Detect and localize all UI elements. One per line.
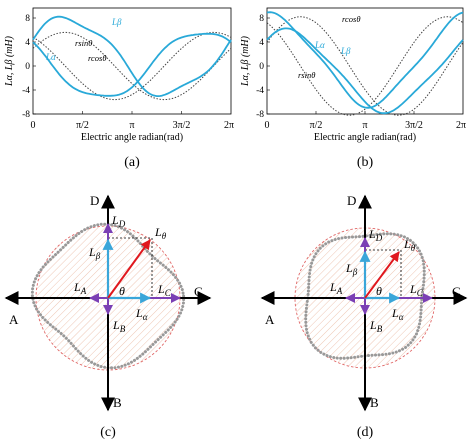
panel-b-xtick: 2π xyxy=(456,120,466,131)
panel-a-xtick: 3π/2 xyxy=(173,120,191,131)
panel-a-label-rsin: rsinθ xyxy=(75,38,92,48)
panel-b-ticks xyxy=(267,17,415,115)
panel-b-frame xyxy=(266,7,464,115)
panel-a-label-rcos: rcosθ xyxy=(88,53,107,63)
panel-d-label-lalpha: Lα xyxy=(391,306,404,322)
panel-c-label-lc: LC xyxy=(157,282,172,298)
panel-a-ytick: -8 xyxy=(22,110,30,120)
panel-b-ytick: 0 xyxy=(259,62,264,72)
panel-a-xtick: π xyxy=(129,120,134,131)
panel-b-xtick: π/2 xyxy=(310,120,323,131)
panel-a-ylabel: Lα, Lβ (mH) xyxy=(4,35,15,87)
panel-c-axis-b: B xyxy=(113,395,122,410)
panel-a-xtick: 0 xyxy=(31,120,36,131)
panel-d-axis-a: A xyxy=(265,312,275,327)
panel-b-caption: (b) xyxy=(357,155,374,170)
panel-a-label-lalpha: Lα xyxy=(45,52,56,62)
panel-c-axis-c: C xyxy=(194,284,203,299)
panel-a-rcos-curve xyxy=(32,31,232,101)
panel-c-label-lalpha: Lα xyxy=(135,306,148,322)
panel-a-caption: (a) xyxy=(124,155,140,170)
panel-b-xtick: π xyxy=(362,120,367,131)
panel-c-label-theta: θ xyxy=(119,284,125,298)
panel-c-diagram: A C D B LD Lβ Lθ LA θ LC LB Lα (c) xyxy=(4,193,212,440)
panel-b-ytick: 8 xyxy=(259,14,264,24)
panel-b-plot: 8 4 0 -4 -8 0 π/2 π 3π/2 2π Electric ang… xyxy=(240,7,466,170)
panel-c-caption: (c) xyxy=(100,425,116,440)
panel-d-label-ld: LD xyxy=(368,227,383,243)
panel-b-rsin-curve xyxy=(266,16,464,116)
panel-c-axis-a: A xyxy=(9,312,19,327)
panel-b-lalpha-curve xyxy=(266,11,464,109)
panel-b-label-lbeta: Lβ xyxy=(340,46,351,56)
panel-a-frame xyxy=(32,7,232,115)
panel-a-rsin-curve xyxy=(32,31,232,101)
panel-b-ylabel: Lα, Lβ (mH) xyxy=(240,35,251,87)
panel-b-xlabel: Electric angle radian(rad) xyxy=(314,132,416,143)
panel-c-label-la: LA xyxy=(73,280,87,296)
panel-c-label-lbeta: Lβ xyxy=(88,245,101,261)
panel-a-ticks xyxy=(33,17,182,115)
panel-b-rcos-curve xyxy=(266,16,464,116)
panel-b-label-lalpha: Lα xyxy=(314,40,325,50)
panel-b-xtick: 0 xyxy=(265,120,270,131)
panel-d-axis-c: C xyxy=(452,284,461,299)
panel-c-axis-d: D xyxy=(90,193,99,208)
panel-d-label-theta: θ xyxy=(376,284,382,298)
panel-b-lbeta-curve xyxy=(266,27,464,115)
panel-a-xlabel: Electric angle radian(rad) xyxy=(81,132,183,143)
panel-d-label-lc: LC xyxy=(409,282,424,298)
panel-d-vec-ltheta xyxy=(364,251,400,299)
panel-c-label-lb: LB xyxy=(112,318,126,334)
panel-d-label-la: LA xyxy=(329,280,343,296)
panel-d-label-ltheta: Lθ xyxy=(403,237,416,253)
panel-d-label-lbeta: Lβ xyxy=(345,261,358,277)
panel-b-label-rsin: rsinθ xyxy=(298,70,315,80)
panel-b-ytick: -8 xyxy=(256,110,264,120)
panel-d-label-lb: LB xyxy=(369,318,383,334)
panel-a-lalpha-curve xyxy=(32,32,232,97)
panel-c-label-ld: LD xyxy=(111,213,126,229)
panel-a-ytick: 8 xyxy=(25,14,30,24)
panel-a-lbeta-curve xyxy=(32,15,232,97)
panel-d-axis-d: D xyxy=(347,193,356,208)
panel-a-ytick: 4 xyxy=(25,38,30,48)
panel-a-label-lbeta: Lβ xyxy=(111,17,122,27)
panel-a-plot: 8 4 0 -4 -8 0 π/2 π 3π/2 2π Electric ang… xyxy=(4,7,234,170)
panel-d-diagram: A C D B LD Lβ Lθ LA θ LC LB Lα (d) xyxy=(260,193,468,440)
panel-b-ytick: -4 xyxy=(256,86,264,96)
panel-d-axis-b: B xyxy=(370,395,379,410)
panel-b-ytick: 4 xyxy=(259,38,264,48)
panel-b-xtick: 3π/2 xyxy=(405,120,423,131)
panel-a-xtick: 2π xyxy=(224,120,234,131)
panel-a-xtick: π/2 xyxy=(76,120,89,131)
panel-b-label-rcos: rcosθ xyxy=(342,14,361,24)
panel-c-vec-ltheta xyxy=(107,239,151,299)
panel-a-ytick: -4 xyxy=(22,86,30,96)
panel-a-ytick: 0 xyxy=(25,62,30,72)
panel-c-label-ltheta: Lθ xyxy=(154,225,167,241)
panel-d-caption: (d) xyxy=(357,425,374,440)
